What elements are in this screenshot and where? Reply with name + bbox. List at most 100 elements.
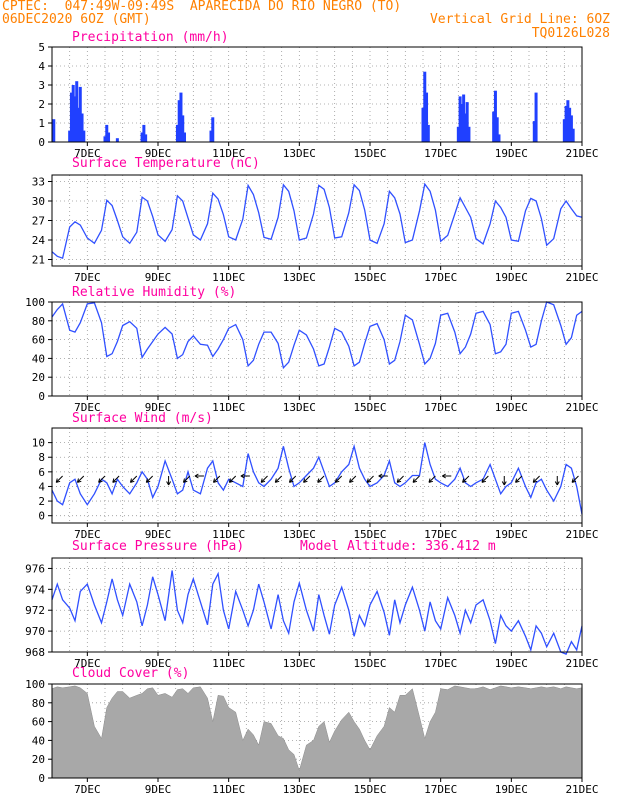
- wind-arrow: [462, 475, 470, 483]
- wind-arrow-head: [55, 478, 58, 483]
- precip-bar: [562, 119, 566, 142]
- wind-arrow-head: [145, 478, 148, 483]
- wind-arrow: [145, 475, 154, 483]
- xtick-label: 9DEC: [145, 783, 172, 796]
- xtick-label: 15DEC: [353, 401, 386, 414]
- xtick-label: 7DEC: [74, 657, 101, 670]
- xtick-label: 19DEC: [495, 783, 528, 796]
- xtick-label: 11DEC: [212, 528, 245, 541]
- wind-arrow-head: [412, 480, 418, 483]
- wind-arrow-head: [166, 481, 170, 486]
- xtick-label: 9DEC: [145, 401, 172, 414]
- wind-arrow-head: [481, 478, 484, 483]
- wind-arrow-head: [194, 475, 199, 479]
- wind-arrow-head: [56, 480, 61, 483]
- xtick-label: 15DEC: [353, 271, 386, 284]
- precip-bar: [77, 107, 80, 142]
- wind-arrow: [166, 476, 172, 486]
- precip-bar: [71, 85, 75, 142]
- precip-bar: [175, 124, 179, 142]
- pres-ticks: 968 970 972 974 976 7DEC 9DEC 11DEC 13DEC 15DEC 17…: [25, 562, 598, 670]
- wind-arrow: [532, 475, 540, 483]
- precip-bar: [492, 111, 496, 142]
- pres-title: Surface Pressure (hPa): [72, 539, 244, 554]
- wind-arrow-head: [275, 480, 280, 483]
- wind-arrow-head: [289, 480, 294, 483]
- wind-arrow-head: [515, 480, 520, 483]
- ytick-label: 80: [32, 315, 45, 328]
- wind-arrow-head: [366, 478, 369, 483]
- wind-arrow-shaft: [412, 475, 420, 483]
- precip-bar: [140, 132, 144, 142]
- wind-arrow-head: [182, 478, 185, 483]
- xtick-label: 17DEC: [424, 401, 457, 414]
- wind-series: [51, 442, 583, 515]
- rh-line: [51, 301, 583, 370]
- wind-arrow: [554, 476, 560, 486]
- precip-bar: [211, 117, 215, 142]
- wind-arrow-head: [442, 475, 446, 479]
- precip-frame: [51, 46, 583, 143]
- xtick-label: 21DEC: [565, 657, 598, 670]
- wind-arrow-shaft: [229, 475, 237, 483]
- temp-series: [51, 182, 583, 260]
- precip-bar: [144, 134, 148, 142]
- precip-bar: [52, 119, 56, 142]
- precip-bar: [566, 100, 570, 142]
- xtick-label: 21DEC: [565, 401, 598, 414]
- precip-bar: [465, 102, 469, 142]
- wind-arrow: [396, 475, 404, 483]
- wind-arrow-head: [303, 478, 306, 483]
- xtick-label: 11DEC: [212, 783, 245, 796]
- wind-arrow-head: [335, 480, 340, 483]
- wind-arrow-shaft: [289, 475, 297, 483]
- wind-arrow-shaft: [145, 475, 154, 483]
- xtick-label: 13DEC: [283, 271, 316, 284]
- precip-bar: [209, 130, 213, 142]
- wind-arrow-head: [571, 478, 574, 483]
- xtick-label: 13DEC: [283, 401, 316, 414]
- wind-arrow-head: [378, 473, 383, 477]
- ytick-label: 10: [32, 437, 45, 450]
- wind-ticks: 0 2 46 810 7DEC 9DEC 11DEC 13DEC 15DEC 17DEC 19DEC…: [32, 437, 599, 541]
- xtick-label: 11DEC: [212, 657, 245, 670]
- xtick-label: 15DEC: [353, 783, 386, 796]
- ytick-label: 0: [38, 772, 45, 785]
- xtick-label: 19DEC: [495, 401, 528, 414]
- xtick-label: 17DEC: [424, 783, 457, 796]
- wind-arrow: [349, 475, 357, 483]
- wind-title: Surface Wind (m/s): [72, 411, 213, 426]
- wind-arrow-head: [303, 480, 308, 483]
- wind-arrow-head: [288, 478, 291, 483]
- precip-bar: [75, 81, 79, 142]
- wind-arrow: [412, 475, 420, 483]
- wind-arrow: [378, 473, 388, 479]
- precip-bar: [421, 107, 425, 142]
- temp-grid: [51, 175, 583, 266]
- wind-arrow-head: [428, 480, 434, 483]
- precip-bar: [73, 96, 77, 142]
- wind-arrow-head: [130, 480, 135, 483]
- wind-arrow-head: [260, 478, 263, 483]
- wind-arrow-head: [168, 481, 172, 486]
- panel-rh: Relative Humidity (%) 0 20 40 60 80 100 7DEC 9D…: [25, 285, 598, 414]
- ytick-label: 40: [32, 734, 45, 747]
- xtick-label: 11DEC: [212, 271, 245, 284]
- wind-arrow-head: [532, 478, 535, 483]
- wind-arrow-head: [317, 478, 320, 483]
- xtick-label: 21DEC: [565, 528, 598, 541]
- xtick-label: 9DEC: [145, 271, 172, 284]
- xtick-label: 9DEC: [145, 657, 172, 670]
- precip-bar: [82, 130, 86, 142]
- wind-arrow-head: [349, 480, 354, 483]
- cloud-area: [51, 685, 583, 779]
- ytick-label: 972: [25, 604, 45, 617]
- wind-arrow-head: [533, 480, 538, 483]
- wind-arrow-head: [212, 478, 215, 483]
- wind-arrow-shaft: [77, 475, 85, 483]
- wind-arrow-shaft: [55, 475, 63, 483]
- wind-arrow: [274, 475, 283, 483]
- xtick-label: 21DEC: [565, 783, 598, 796]
- wind-arrow-head: [554, 481, 558, 486]
- precip-bar: [568, 107, 572, 142]
